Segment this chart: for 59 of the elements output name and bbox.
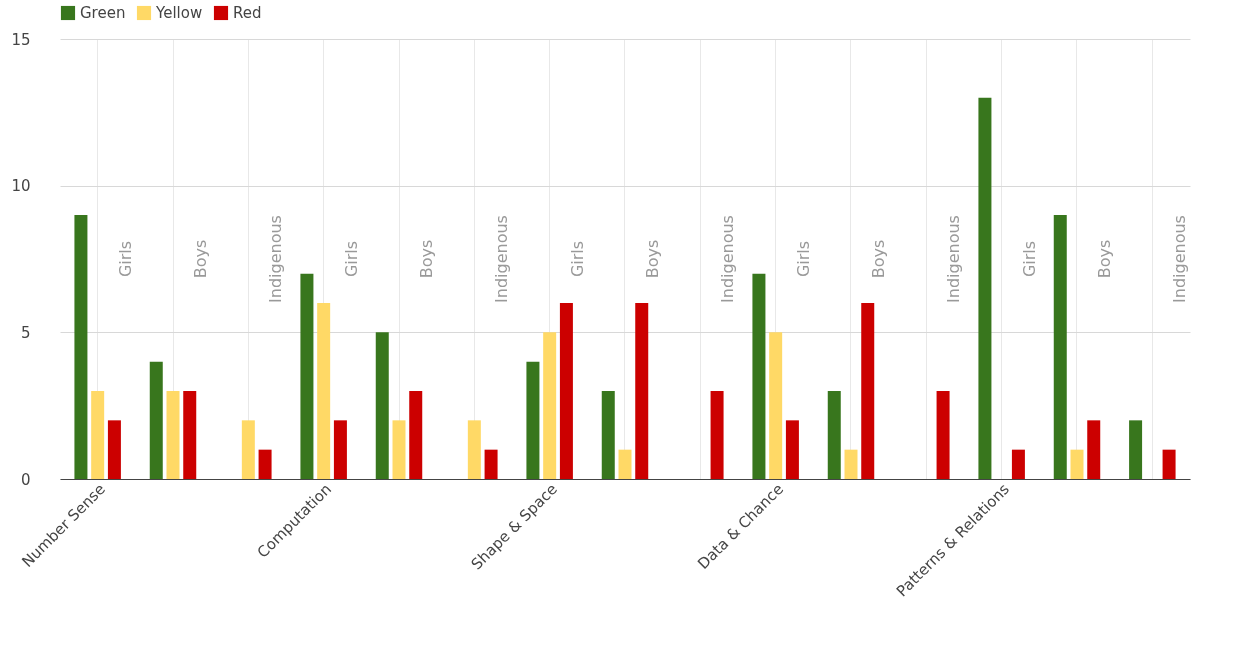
bar [375, 332, 389, 479]
bar [861, 303, 875, 479]
bar [1087, 420, 1101, 479]
annotation: Girls [341, 240, 361, 278]
bar [618, 449, 632, 479]
bar [91, 391, 105, 479]
annotation: Boys [643, 239, 662, 279]
bar [149, 361, 163, 479]
bar [1162, 449, 1176, 479]
bar [936, 391, 950, 479]
bar [333, 420, 347, 479]
bar [710, 391, 724, 479]
annotation: Boys [191, 239, 210, 279]
bar [1070, 449, 1084, 479]
bar [752, 273, 766, 479]
bar [601, 391, 615, 479]
y-tick-label: 5 [20, 323, 31, 342]
y-tick-label: 15 [11, 30, 31, 49]
bar [559, 303, 573, 479]
annotation: Boys [417, 239, 436, 279]
y-tick-label: 10 [11, 177, 31, 196]
bar [409, 391, 423, 479]
annotation: Girls [1019, 240, 1039, 278]
bar [827, 391, 841, 479]
bar [74, 215, 88, 479]
bar [241, 420, 255, 479]
annotation: Indigenous [492, 215, 512, 303]
bar [526, 361, 540, 479]
bar [183, 391, 197, 479]
bar [1053, 215, 1067, 479]
annotation: Girls [793, 240, 813, 278]
bar [107, 420, 121, 479]
bar [543, 332, 557, 479]
bar [785, 420, 799, 479]
bar [317, 303, 331, 479]
bar [392, 420, 406, 479]
annotation: Boys [869, 239, 888, 279]
annotation: Indigenous [944, 215, 964, 303]
legend-label: Red [233, 4, 262, 22]
bar [844, 449, 858, 479]
y-tick-label: 0 [20, 470, 31, 489]
legend-label: Yellow [155, 4, 203, 22]
bar [1011, 449, 1025, 479]
annotation: Indigenous [266, 215, 286, 303]
annotation: Boys [1095, 239, 1114, 279]
annotation: Girls [115, 240, 135, 278]
annotation: Indigenous [718, 215, 738, 303]
bar [300, 273, 314, 479]
bar [166, 391, 180, 479]
bar [635, 303, 649, 479]
bar [769, 332, 783, 479]
bar [467, 420, 481, 479]
bar [1129, 420, 1143, 479]
annotation: Indigenous [1170, 215, 1190, 303]
bar [258, 449, 272, 479]
annotation: Girls [567, 240, 587, 278]
legend-label: Green [80, 4, 126, 22]
bar [978, 97, 992, 479]
bar [484, 449, 498, 479]
